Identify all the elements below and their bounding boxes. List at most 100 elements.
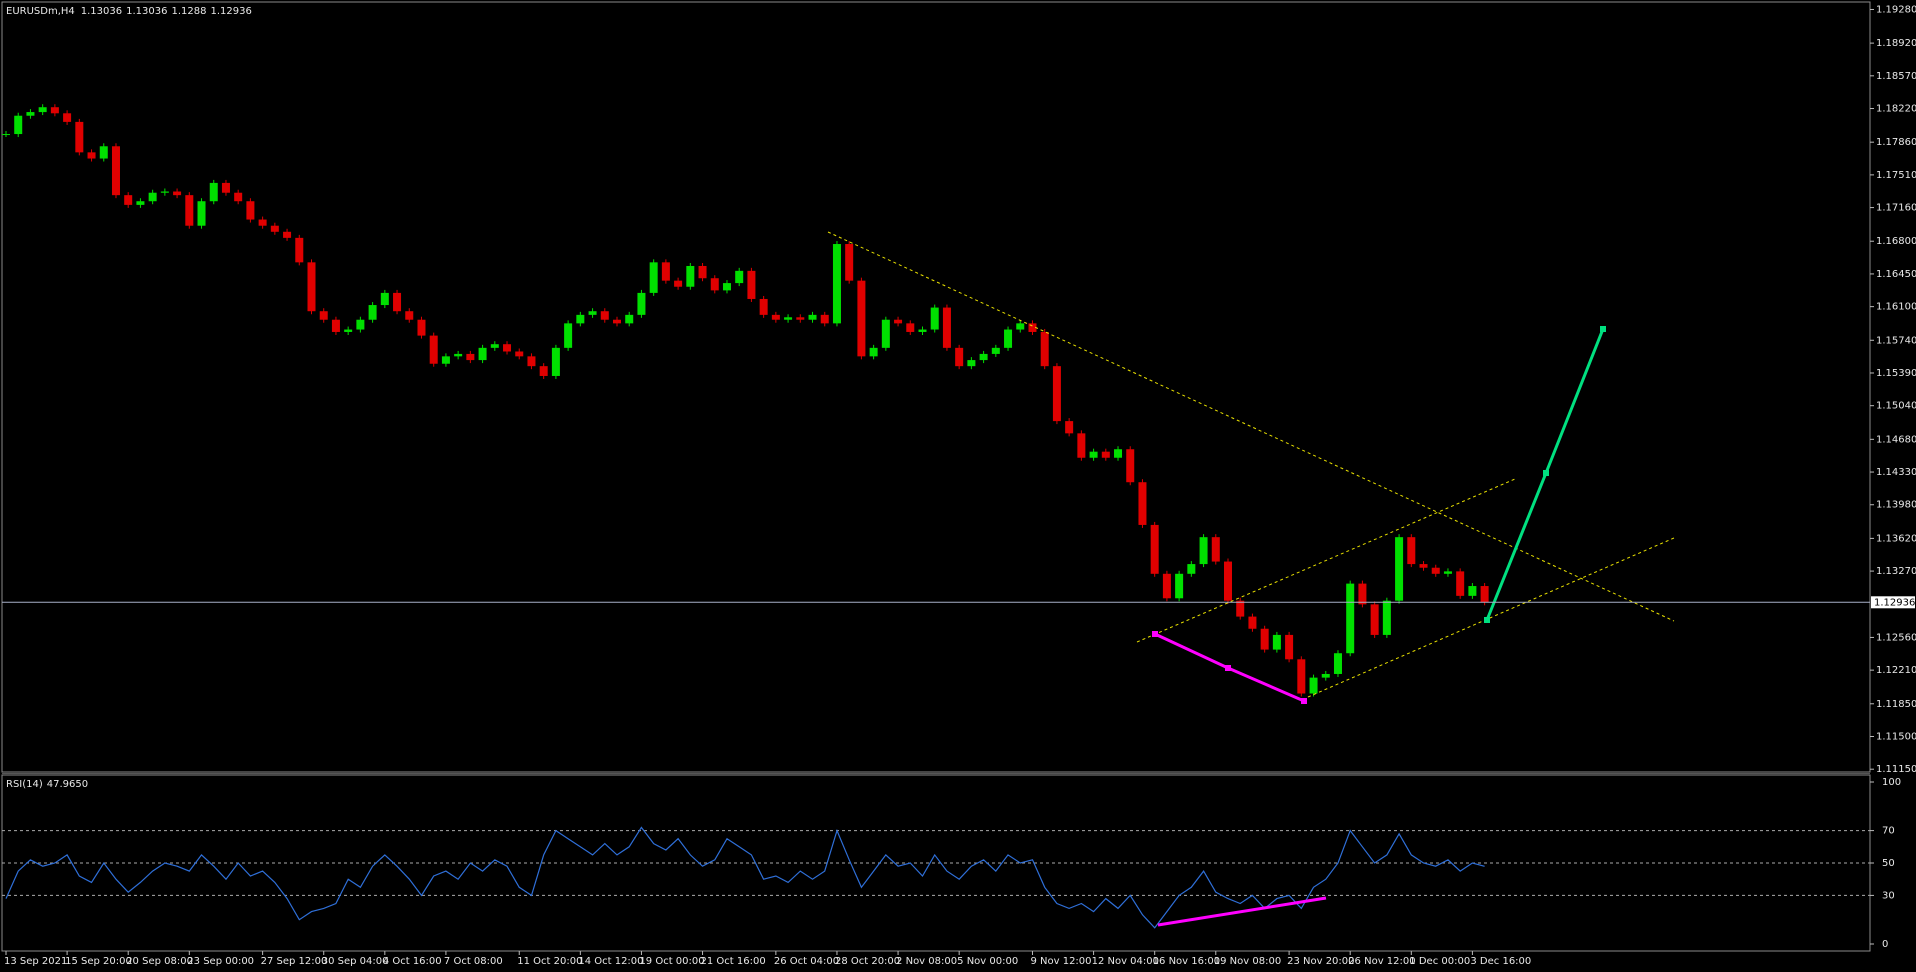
x-tick-label: 16 Nov 16:00	[1153, 956, 1220, 967]
candle	[1321, 673, 1330, 678]
candle	[405, 311, 414, 320]
candle	[1456, 571, 1465, 596]
candle	[99, 146, 108, 159]
candle	[869, 347, 878, 357]
candle	[1199, 537, 1208, 565]
candle	[747, 270, 756, 299]
candle	[393, 292, 402, 312]
candle	[796, 317, 805, 320]
candle	[38, 107, 47, 113]
candle	[771, 314, 780, 320]
y-tick-label: 1.19280	[1876, 4, 1916, 15]
candle	[1028, 323, 1037, 332]
x-tick-label: 30 Sep 04:00	[322, 956, 389, 967]
x-tick-label: 2 Nov 08:00	[896, 956, 957, 967]
anchor-point	[1543, 470, 1549, 476]
x-tick-label: 7 Oct 08:00	[444, 956, 503, 967]
candle	[429, 335, 438, 364]
x-tick-label: 23 Nov 20:00	[1287, 956, 1354, 967]
candle	[503, 344, 512, 352]
candle	[1333, 653, 1342, 674]
candle	[1309, 677, 1318, 694]
candle	[698, 265, 707, 279]
trend-line	[827, 231, 1675, 622]
candle	[1077, 433, 1086, 458]
candle	[1114, 449, 1123, 458]
candle	[1224, 561, 1232, 601]
candle	[918, 329, 927, 332]
y-tick-label: 70	[1882, 826, 1895, 837]
y-tick-label: 1.15740	[1876, 335, 1916, 346]
y-tick-label: 1.14680	[1876, 434, 1916, 445]
candle	[368, 305, 377, 320]
candle	[356, 319, 365, 330]
candle	[209, 182, 218, 202]
candle	[344, 329, 353, 332]
candle	[1187, 564, 1196, 574]
candle	[637, 292, 646, 315]
candle	[221, 182, 230, 193]
candle	[234, 192, 243, 202]
candle	[649, 262, 658, 293]
candle	[1370, 604, 1379, 635]
candle	[600, 311, 609, 320]
candle	[613, 319, 621, 324]
candle	[111, 146, 120, 196]
candle	[1468, 586, 1477, 596]
candle	[466, 353, 475, 361]
x-tick-label: 13 Sep 2021	[4, 956, 67, 967]
candle	[515, 351, 524, 357]
x-tick-label: 26 Nov 12:00	[1348, 956, 1415, 967]
candle	[258, 219, 267, 226]
x-tick-label: 12 Nov 04:00	[1092, 956, 1159, 967]
y-tick-label: 1.13980	[1876, 500, 1916, 511]
candle	[661, 262, 670, 281]
candle	[1297, 659, 1306, 694]
y-tick-label: 1.14330	[1876, 467, 1916, 478]
candle	[539, 366, 548, 376]
y-tick-label: 1.18920	[1876, 38, 1916, 49]
bid-label: 1.12936	[1874, 597, 1915, 608]
candle	[270, 225, 279, 232]
chart-header: EURUSDm,H4 1.13036 1.13036 1.1288 1.12936	[6, 6, 252, 17]
candle	[1480, 586, 1489, 603]
candle	[1004, 329, 1013, 348]
candle	[955, 347, 964, 367]
candle	[478, 347, 487, 361]
x-tick-label: 23 Sep 00:00	[187, 956, 254, 967]
candle	[295, 237, 304, 263]
x-tick-label: 14 Oct 12:00	[578, 956, 643, 967]
y-tick-label: 0	[1882, 939, 1888, 950]
candle	[1211, 537, 1220, 562]
bid-label-box	[1871, 596, 1915, 609]
candle	[857, 280, 866, 357]
candle	[1162, 573, 1171, 599]
y-tick-label: 1.11850	[1876, 699, 1916, 710]
y-tick-label: 1.13620	[1876, 533, 1916, 544]
candle	[1052, 366, 1061, 422]
x-tick-label: 26 Oct 04:00	[774, 956, 839, 967]
candle	[1126, 449, 1135, 483]
candle	[319, 311, 328, 320]
candle	[417, 319, 426, 336]
candle	[26, 112, 35, 116]
candle	[942, 307, 951, 348]
candle	[50, 107, 59, 114]
candle	[551, 347, 560, 376]
drawings	[827, 231, 1675, 927]
candle	[979, 353, 988, 361]
candle	[331, 319, 340, 332]
anchor-point	[1600, 326, 1606, 332]
candle	[1285, 634, 1294, 660]
candle	[246, 201, 255, 220]
y-tick-label: 1.16800	[1876, 236, 1916, 247]
candle	[881, 319, 890, 348]
y-tick-label: 1.12560	[1876, 632, 1916, 643]
channel-line	[1136, 478, 1516, 643]
candle	[160, 191, 169, 193]
x-tick-label: 21 Oct 16:00	[701, 956, 766, 967]
candle	[1065, 421, 1074, 434]
candle	[906, 323, 915, 332]
